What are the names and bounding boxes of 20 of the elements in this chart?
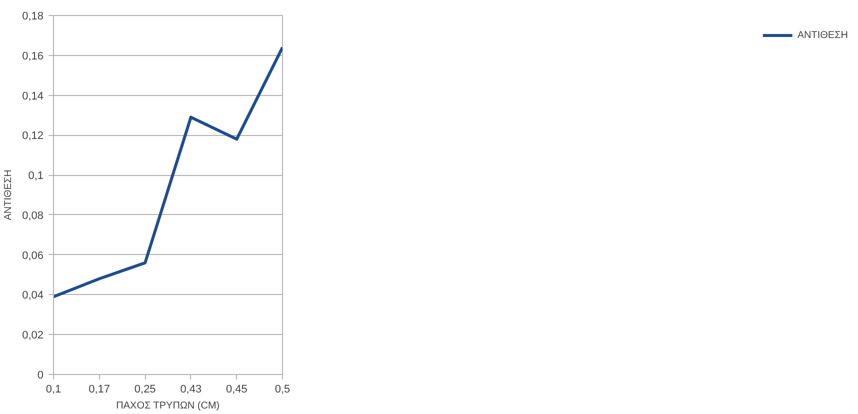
x-tick-label: 0,5 — [274, 384, 290, 396]
y-tick-label: 0,06 — [22, 250, 44, 262]
y-tick-label: 0,08 — [22, 210, 44, 222]
y-tick-label: 0,14 — [22, 90, 44, 102]
y-tick-label: 0,16 — [22, 50, 44, 62]
x-axis-title: ΠΑΧΟΣ ΤΡΥΠΩΝ (CM) — [116, 400, 220, 412]
x-tick-label: 0,43 — [180, 384, 202, 396]
y-tick-label: 0,18 — [22, 10, 44, 22]
line-series — [54, 46, 282, 298]
y-tick-label: 0 — [37, 370, 44, 382]
x-tick-label: 0,17 — [88, 384, 110, 396]
x-tick-label: 0,1 — [46, 384, 62, 396]
legend-label: ΑΝΤΙΘΕΣΗ — [797, 30, 848, 40]
y-tick-label: 0,02 — [22, 330, 44, 342]
x-tick-label: 0,45 — [226, 384, 248, 396]
y-tick-label: 0,04 — [22, 290, 44, 302]
y-tick-label: 0,12 — [22, 130, 44, 142]
x-tick-label: 0,25 — [134, 384, 156, 396]
y-axis-title: ΑΝΤΙΘΕΣΗ — [3, 170, 14, 220]
y-tick-label: 0,1 — [28, 170, 44, 182]
